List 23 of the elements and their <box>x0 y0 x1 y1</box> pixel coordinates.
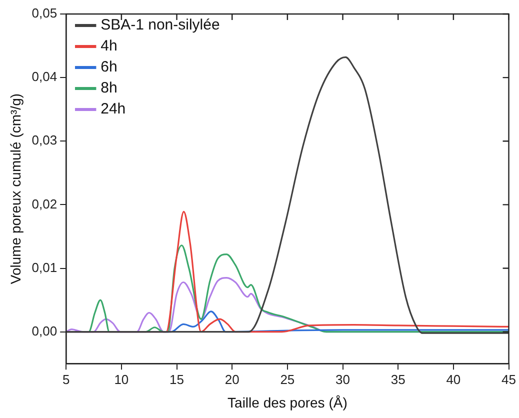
legend-label: 24h <box>100 100 126 118</box>
y-tick-label: 0,05 <box>32 6 58 21</box>
line-series <box>66 56 509 334</box>
legend-label: 4h <box>100 38 118 55</box>
x-tick-label: 5 <box>62 372 70 387</box>
x-tick-label: 20 <box>224 372 240 387</box>
legend-label: 8h <box>100 80 118 97</box>
x-tick-label: 40 <box>446 372 461 387</box>
y-tick-label: 0,00 <box>32 323 58 338</box>
x-tick-label: 45 <box>502 372 516 387</box>
x-tick-label: 25 <box>280 372 295 387</box>
x-tick-label: 30 <box>336 372 350 387</box>
y-tick-label: 0,03 <box>32 132 58 148</box>
y-axis-title: Volume poreux cumulé (cm³/g) <box>7 93 24 284</box>
x-axis-title: Taille des pores (Å) <box>228 394 348 410</box>
y-tick-label: 0,01 <box>32 260 58 275</box>
legend-label: SBA-1 non-silylée <box>100 16 220 34</box>
y-tick-label: 0,02 <box>32 196 58 212</box>
x-tick-label: 10 <box>114 372 129 387</box>
y-tick-label: 0,04 <box>32 69 58 84</box>
x-tick-label: 15 <box>170 372 184 387</box>
x-tick-label: 35 <box>390 372 406 387</box>
legend-label: 6h <box>100 58 118 76</box>
